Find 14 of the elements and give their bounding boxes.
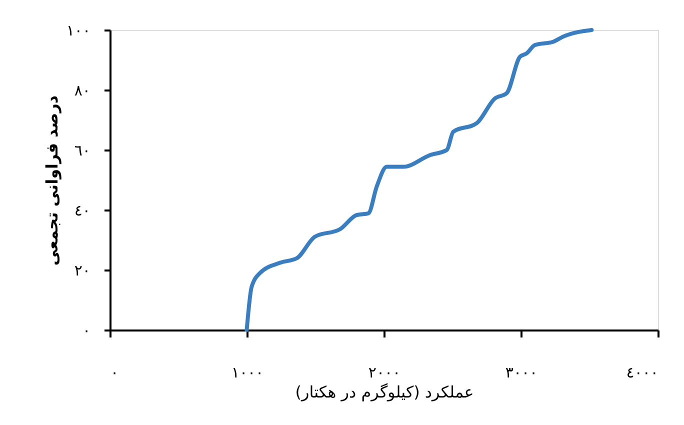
x-tick-label: ٣٠٠٠ (505, 364, 538, 382)
y-tick-label: ٤٠ (74, 202, 90, 220)
y-tick-label: ٠ (82, 322, 90, 340)
y-axis-title: درصد فراوانی تجمعی (42, 95, 62, 266)
line-series (244, 28, 594, 332)
y-tick-label: ٦٠ (74, 142, 90, 160)
y-tick-label: ٨٠ (74, 82, 90, 100)
x-axis-title: عملکرد (کیلوگرم در هکتار) (295, 382, 474, 402)
x-tick-label: ٤٠٠٠ (626, 364, 658, 382)
x-tick-label: ١٠٠٠ (231, 364, 264, 382)
y-tick-label: ٢٠ (74, 262, 90, 280)
x-tick-label: ٠ (110, 364, 119, 382)
x-tick-label: ٢٠٠٠ (368, 364, 401, 382)
y-tick-label: ١٠٠ (66, 22, 90, 40)
